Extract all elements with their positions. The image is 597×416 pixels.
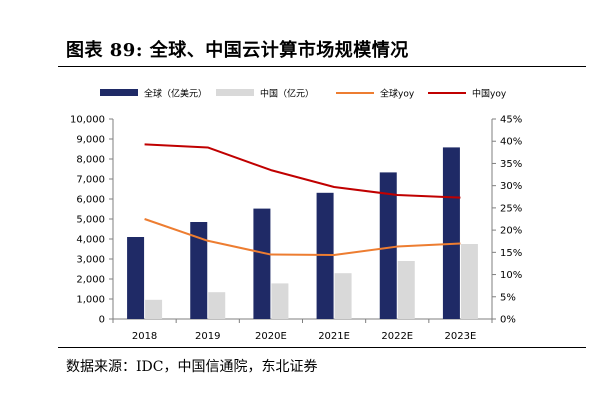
x-tick-label: 2020E	[255, 331, 287, 342]
y-right-tick-label: 30%	[500, 181, 522, 192]
y-right-tick-label: 5%	[500, 292, 516, 303]
x-tick-label: 2019	[195, 331, 220, 342]
y-left-tick-label: 9,000	[76, 135, 105, 146]
legend-label: 全球（亿美元）	[144, 88, 207, 100]
legend-swatch	[216, 89, 254, 96]
y-left-tick-label: 4,000	[76, 235, 105, 246]
legend-label: 中国yoy	[472, 88, 507, 100]
x-tick-label: 2023E	[445, 331, 477, 342]
y-left-tick-label: 10,000	[70, 115, 105, 126]
chart-title: 图表 89: 全球、中国云计算市场规模情况	[66, 40, 409, 61]
y-right-tick-label: 20%	[500, 226, 522, 237]
y-right-tick-label: 25%	[500, 203, 522, 214]
y-left-tick-label: 5,000	[76, 215, 105, 226]
y-left-tick-label: 1,000	[76, 295, 105, 306]
y-left-tick-label: 7,000	[76, 175, 105, 186]
legend-label: 中国（亿元）	[260, 88, 314, 100]
y-left-tick-label: 2,000	[76, 275, 105, 286]
bar-china	[271, 283, 289, 319]
y-left-tick-label: 8,000	[76, 155, 105, 166]
bar-china	[397, 261, 415, 319]
bar-china	[145, 299, 163, 319]
x-tick-label: 2018	[132, 331, 157, 342]
bar-global	[379, 172, 397, 319]
legend-label: 全球yoy	[380, 88, 415, 100]
footer-divider	[58, 347, 586, 348]
bar-global	[442, 147, 460, 319]
y-right-tick-label: 10%	[500, 270, 522, 281]
y-right-tick-label: 45%	[500, 115, 522, 126]
y-left-tick-label: 0	[99, 315, 105, 326]
bar-china	[460, 244, 478, 319]
y-right-tick-label: 40%	[500, 137, 522, 148]
y-right-tick-label: 0%	[500, 315, 516, 326]
title-divider	[58, 66, 586, 67]
data-source-note: 数据来源：IDC，中国信通院，东北证券	[66, 359, 318, 375]
x-tick-label: 2022E	[381, 331, 413, 342]
bar-china	[208, 292, 226, 319]
y-right-tick-label: 15%	[500, 248, 522, 259]
bar-global	[127, 237, 145, 319]
bar-global	[253, 208, 271, 319]
y-left-tick-label: 3,000	[76, 255, 105, 266]
y-left-tick-label: 6,000	[76, 195, 105, 206]
x-tick-label: 2021E	[318, 331, 350, 342]
legend-swatch	[100, 89, 138, 96]
line-global-yoy	[144, 218, 461, 256]
line-china-yoy	[144, 143, 461, 199]
bar-global	[190, 222, 208, 319]
y-right-tick-label: 35%	[500, 159, 522, 170]
bar-china	[334, 273, 352, 319]
